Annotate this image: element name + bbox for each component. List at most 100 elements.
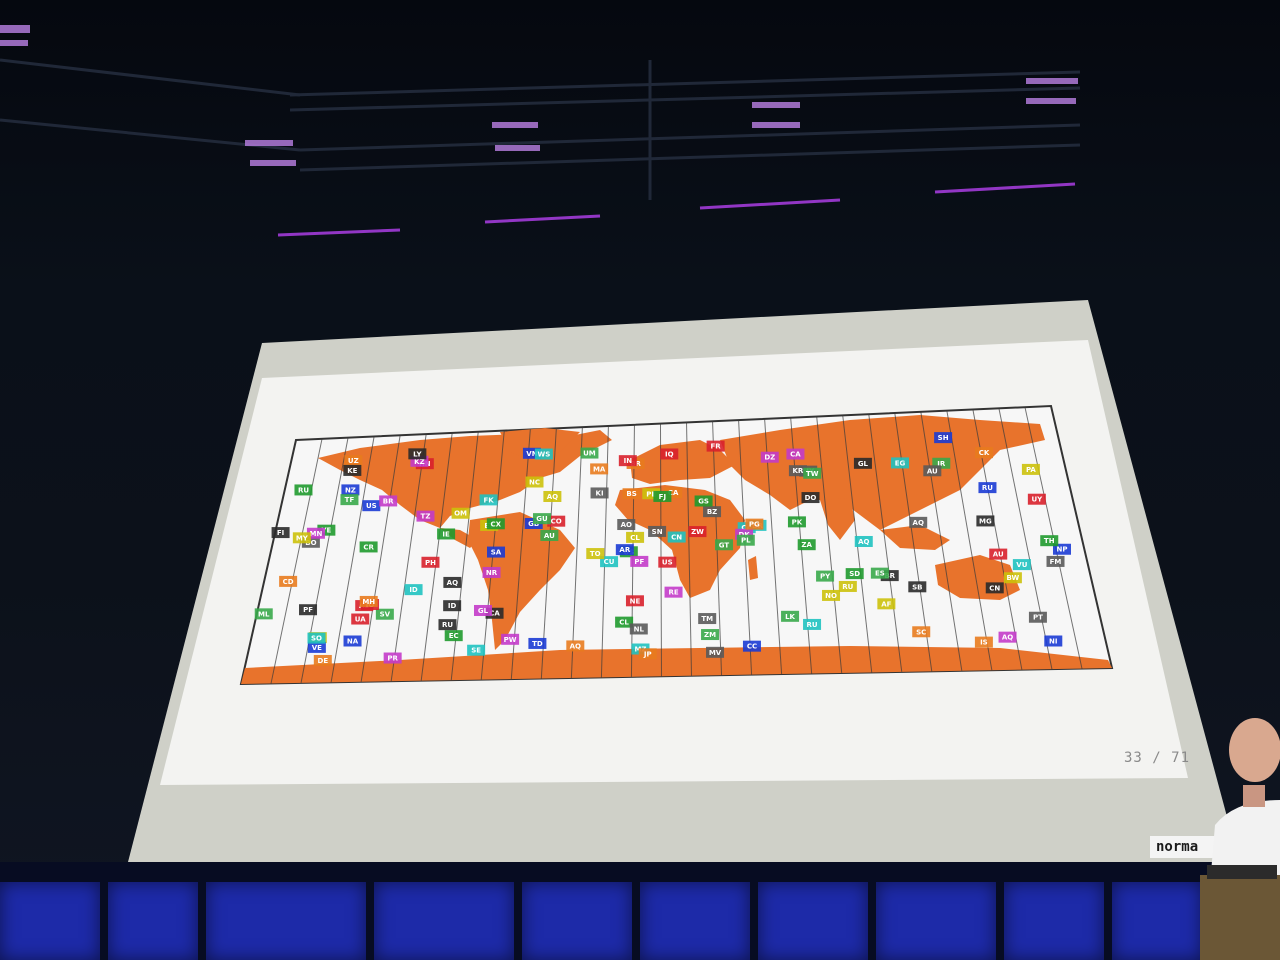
country-code-text: UM [583,450,596,458]
country-code-text: NO [825,592,837,600]
country-code-text: ID [448,602,457,610]
country-label: AU [989,548,1008,560]
country-label: IE [437,528,456,540]
country-code-text: PA [1026,466,1036,474]
country-code-text: PY [820,573,831,581]
country-label: SE [467,644,486,656]
country-code-text: MA [593,465,606,473]
country-code-text: FM [1050,558,1062,566]
country-code-text: LY [413,450,422,458]
country-code-text: CX [491,520,502,528]
country-code-text: AR [619,546,630,554]
country-code-text: PE [646,490,656,498]
country-label: AO [617,519,636,531]
country-code-text: ID [409,586,418,594]
map-gridline [920,411,963,671]
country-code-text: RE [668,589,678,597]
country-code-text: RU [442,621,453,629]
country-label: EG [891,457,910,469]
country-code-text: GL [858,460,869,468]
country-code-text: NR [486,569,498,577]
country-label: TH [1040,535,1059,547]
country-label: DZ [760,451,779,463]
country-code-text: CD [283,578,294,586]
country-label: IS [974,636,993,648]
country-label: FK [479,494,498,506]
country-code-text: CL [630,534,640,542]
country-code-text: IS [980,639,988,647]
country-code-text: KR [793,467,804,475]
country-label: ML [254,608,273,620]
stage-panel [374,882,514,960]
country-code-text: NE [630,597,641,605]
country-label: AR [615,544,634,556]
country-code-text: IN [624,457,633,465]
country-code-text: SB [912,583,922,591]
country-label: NI [1044,635,1063,647]
country-label: PW [501,633,520,645]
map-gridline [540,428,557,679]
country-label: FM [1046,555,1065,567]
world-map: USUSUSUSCACACACAMXGTHNNICRPACUDOPRBSBZSV… [239,404,1114,686]
country-code-text: CU [604,558,615,566]
country-code-text: BR [383,497,394,505]
country-code-text: FJ [659,493,666,501]
country-label: SN [648,525,667,537]
country-label: UZ [344,455,363,467]
country-code-text: IE [442,530,450,538]
country-code-text: WS [537,451,550,459]
ceiling-truss [0,25,1081,237]
country-label: AQ [854,535,873,547]
country-label: CN [985,582,1004,594]
country-code-text: EG [895,459,906,467]
country-code-text: SN [652,528,663,536]
country-code-text: MY [296,534,309,542]
country-label: IN [618,455,637,467]
country-label: AQ [566,640,585,652]
country-code-text: MH [362,598,375,606]
country-label: RU [438,619,457,631]
country-code-text: PG [749,521,760,529]
country-code-text: FK [483,496,494,504]
country-label: GL [853,457,872,469]
country-code-text: AO [621,521,632,529]
country-label: UY [1027,493,1046,505]
country-label: SA [487,546,506,558]
country-code-text: ZW [691,528,704,536]
country-label: TO [586,548,605,560]
country-code-text: DZ [764,454,775,462]
country-code-text: PF [303,606,313,614]
country-code-text: BR [884,572,895,580]
country-label: CA [485,607,504,619]
country-code-text: TW [806,470,819,478]
country-label: FJ [653,490,672,502]
country-code-text: ZM [704,631,716,639]
country-label: ZM [701,629,720,641]
country-label: NC [525,476,544,488]
country-code-text: AQ [1002,634,1013,642]
map-gridline [738,420,753,675]
country-code-text: YE [320,527,331,535]
country-label: PK [787,516,806,528]
country-label: AU [923,465,942,477]
country-code-text: BW [1007,574,1020,582]
country-label: NP [1052,543,1071,555]
country-label: CD [279,575,298,587]
country-label: VU [1012,559,1031,571]
country-label: GU [532,513,551,525]
country-label: BS [622,488,641,500]
country-code-text: MN [310,530,323,538]
map-gridline [816,416,843,674]
country-label: CU [600,556,619,568]
country-label: NO [822,589,841,601]
country-label: AQ [443,576,462,588]
speaker-person [1200,718,1280,960]
country-label: IR [932,457,951,469]
country-label: TD [528,637,547,649]
country-code-text: GL [478,607,489,615]
country-code-text: AQ [913,519,924,527]
country-label: ID [443,600,462,612]
country-code-text: TO [590,550,601,558]
country-code-text: AQ [570,642,581,650]
